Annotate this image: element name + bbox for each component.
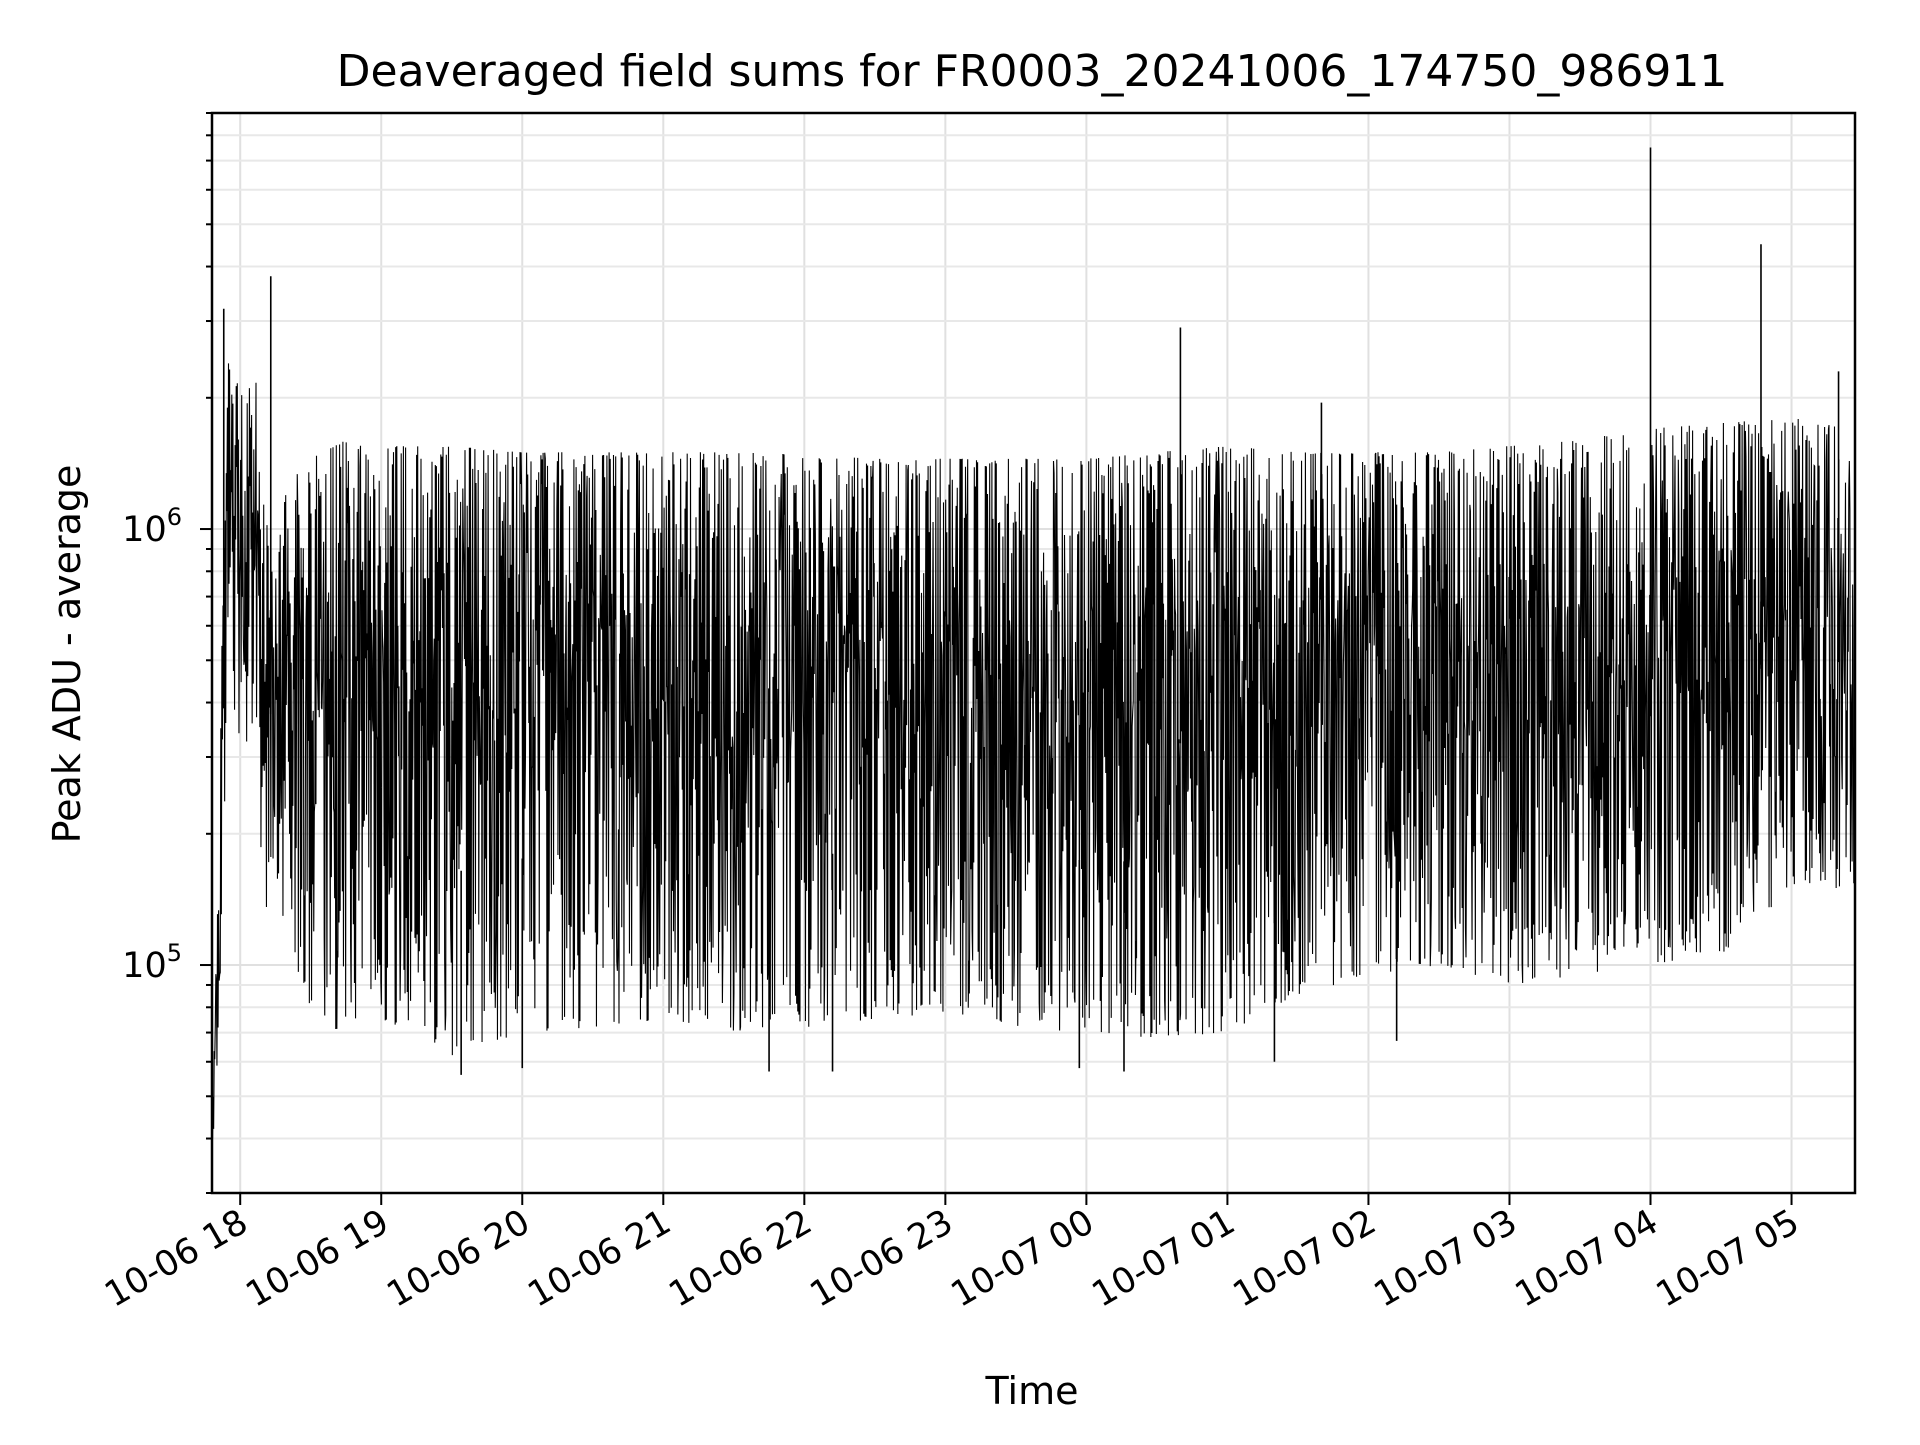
x-tick-label: 10-07 04 (1509, 1202, 1665, 1315)
y-tick-label: 105 (122, 939, 182, 986)
y-tick-base: 10 (122, 510, 167, 550)
y-axis-label: Peak ADU - average (45, 465, 89, 844)
x-tick-label: 10-07 02 (1227, 1202, 1383, 1315)
y-tick-exponent: 5 (167, 939, 182, 967)
x-axis-label: Time (985, 1369, 1079, 1413)
x-tick-label: 10-06 20 (380, 1202, 536, 1315)
series-line (212, 363, 1855, 1145)
plot-frame (210, 111, 1857, 1195)
x-tick-label: 10-07 01 (1086, 1202, 1242, 1315)
x-tick-label: 10-07 03 (1368, 1202, 1524, 1315)
x-tick-label: 10-06 18 (98, 1202, 254, 1315)
x-tick-label: 10-06 23 (804, 1202, 960, 1315)
x-tick-label: 10-07 00 (945, 1202, 1101, 1315)
x-tick-label: 10-06 22 (663, 1202, 819, 1315)
x-tick-label: 10-06 19 (239, 1202, 395, 1315)
x-tick-label: 10-06 21 (522, 1202, 678, 1315)
data-layer (212, 147, 1855, 1145)
y-tick-base: 10 (122, 946, 167, 986)
y-tick-exponent: 6 (167, 503, 182, 531)
y-tick-label: 106 (122, 503, 182, 550)
chart-title: Deaveraged field sums for FR0003_2024100… (337, 46, 1728, 97)
x-tick-label: 10-07 05 (1650, 1202, 1806, 1315)
